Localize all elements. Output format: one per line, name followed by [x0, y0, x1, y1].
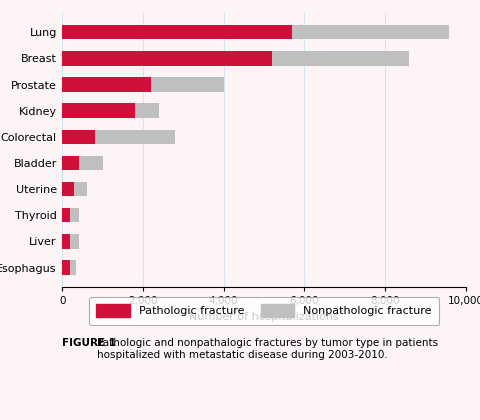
Bar — [62, 51, 272, 66]
Bar — [151, 77, 224, 92]
Bar — [62, 77, 151, 92]
Legend: Pathologic fracture, Nonpathologic fracture: Pathologic fracture, Nonpathologic fract… — [89, 297, 439, 325]
Bar — [272, 51, 409, 66]
Bar — [62, 182, 74, 196]
Bar — [71, 234, 79, 249]
Bar — [62, 260, 70, 275]
X-axis label: Number of hospitalizations: Number of hospitalizations — [189, 312, 339, 322]
Bar — [70, 260, 76, 275]
Bar — [292, 25, 449, 39]
Bar — [135, 103, 159, 118]
Bar — [62, 208, 71, 223]
Bar — [62, 234, 71, 249]
Bar — [62, 25, 292, 39]
Text: FIGURE 1: FIGURE 1 — [62, 338, 117, 348]
Bar — [71, 208, 79, 223]
Text: Pathologic and nonpathalogic fractures by tumor type in patients
hospitalized wi: Pathologic and nonpathalogic fractures b… — [96, 338, 438, 360]
Bar — [62, 130, 95, 144]
Bar — [74, 182, 86, 196]
Bar — [62, 103, 135, 118]
Bar — [62, 156, 79, 170]
Bar — [79, 156, 103, 170]
Bar — [95, 130, 175, 144]
